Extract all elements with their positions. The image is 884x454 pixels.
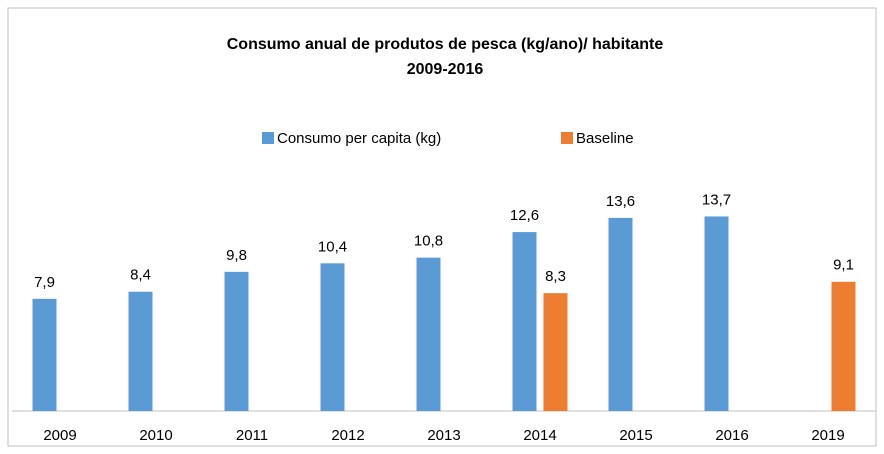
legend: Consumo per capita (kg) Baseline xyxy=(262,130,634,147)
bar xyxy=(831,281,856,411)
x-tick-label: 2016 xyxy=(715,427,748,444)
data-label: 13,6 xyxy=(606,193,635,210)
data-label: 12,6 xyxy=(510,207,539,224)
x-tick-label: 2019 xyxy=(811,427,844,444)
data-label: 7,9 xyxy=(34,274,55,291)
data-label: 9,8 xyxy=(226,247,247,264)
bar xyxy=(704,216,729,411)
bar xyxy=(512,232,537,411)
chart-title: 2009-2016 xyxy=(407,61,484,78)
data-label: 10,4 xyxy=(318,238,347,255)
data-label: 8,3 xyxy=(545,268,566,285)
chart-frame xyxy=(7,7,877,447)
data-label: 10,8 xyxy=(414,233,443,250)
bar xyxy=(416,257,441,411)
chart-title: Consumo anual de produtos de pesca (kg/a… xyxy=(227,36,664,53)
data-label: 9,1 xyxy=(833,257,854,274)
bar xyxy=(320,263,345,411)
x-tick-label: 2009 xyxy=(43,427,76,444)
bar xyxy=(543,293,568,411)
bar xyxy=(608,217,633,411)
legend-swatch xyxy=(561,132,573,144)
data-label: 8,4 xyxy=(130,267,151,284)
x-tick-label: 2012 xyxy=(331,427,364,444)
legend-label: Consumo per capita (kg) xyxy=(277,130,441,147)
x-tick-label: 2011 xyxy=(236,427,268,444)
bar xyxy=(128,291,153,411)
legend-swatch xyxy=(262,132,274,144)
x-tick-label: 2013 xyxy=(427,427,460,444)
x-tick-label: 2010 xyxy=(139,427,172,444)
bar xyxy=(224,271,249,411)
legend-label: Baseline xyxy=(576,130,634,147)
x-tick-label: 2014 xyxy=(523,427,556,444)
data-label: 13,7 xyxy=(702,191,731,208)
x-tick-label: 2015 xyxy=(619,427,652,444)
bar xyxy=(32,298,57,411)
